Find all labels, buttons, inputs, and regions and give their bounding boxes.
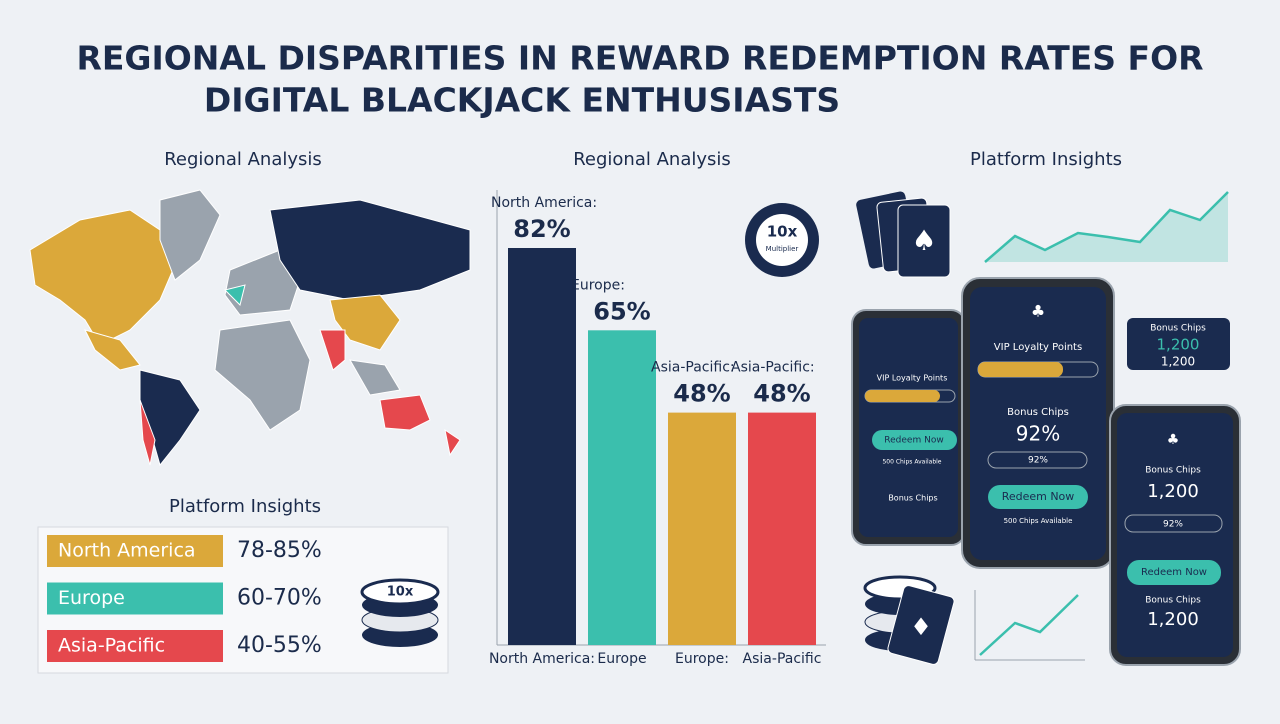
bar [588,330,656,645]
bar [508,248,576,645]
phone: ♣ Bonus Chips 1,200 92% Redeem Now Bonus… [1109,404,1241,666]
title-line: REGIONAL DISPARITIES IN REWARD REDEMPTIO… [76,39,1203,78]
phone-text: Bonus Chips [1145,596,1201,606]
value-label: 48% [753,380,810,408]
legend-pill [47,582,223,615]
chart-title: Regional Analysis [573,149,731,170]
legend-range: 40-55% [237,633,322,658]
x-tick-label: Europe: [675,651,729,667]
bar [748,412,816,645]
phone-button: Redeem Now [884,436,943,446]
bar-label: Asia-Pacific: [651,360,735,376]
svg-text:♦: ♦ [910,613,932,641]
card-label: Bonus Chips [1150,324,1206,334]
world-map [29,189,471,467]
phone-value: 1,200 [1147,481,1199,502]
legend-heading: Platform Insights [169,496,321,517]
chip: 10x Multiplier [745,203,819,277]
svg-text:♠: ♠ [911,224,936,257]
legend: North America 78-85% Europe 60-70% Asia-Paci… [47,535,322,662]
phone-text: 500 Chips Available [882,459,941,466]
phone-value: 92% [1016,422,1060,446]
map-heading: Regional Analysis [164,149,322,170]
phone-text: VIP Loyalty Points [994,342,1082,353]
phone-button: Redeem Now [1002,490,1075,503]
svg-text:♣: ♣ [1031,302,1045,321]
phone-text: VIP Loyalty Points [877,374,948,383]
bars: North America: 82% North America: Europe: 65… [489,195,821,667]
svg-text:♣: ♣ [1167,432,1180,448]
x-tick-label: North America: [489,651,595,667]
x-tick-label: Asia-Pacific [743,651,822,667]
phone-text: Bonus Chips [1007,407,1069,418]
phone-text: 92% [1163,520,1183,530]
chip-and-card: ♦ [863,575,955,665]
phone-button: Redeem Now [1141,567,1207,578]
phone-text: 92% [1028,456,1048,466]
right-heading: Platform Insights [970,149,1122,170]
phone: ♣ VIP Loyalty Points Bonus Chips 92% 92%… [961,277,1115,569]
x-tick-label: Europe [597,651,646,667]
title-line: DIGITAL BLACKJACK ENTHUSIASTS [204,81,840,120]
legend-range: 60-70% [237,586,322,611]
value-label: 65% [593,297,650,325]
bar-label: North America: [491,195,597,211]
legend-pill [47,535,223,567]
trend-chart [984,191,1229,263]
card-value: 1,200 [1157,336,1200,354]
legend-label: Asia-Pacific [58,635,165,657]
bonus-card [1127,318,1230,370]
legend-label: Europe [58,587,125,609]
card-sub: 1,200 [1161,355,1195,369]
bar-label: Europe: [571,277,625,293]
bar [668,412,736,645]
phone-text: 500 Chips Available [1004,517,1073,525]
chip-stack: 10x [360,578,440,647]
phone-value: 1,200 [1147,609,1199,630]
growth-chart [974,590,1085,661]
chip-label: 10x [387,585,414,600]
legend-label: North America [58,540,196,562]
value-label: 82% [513,215,570,243]
cards-icon: ♠ [856,191,951,278]
chip-label: 10x [767,223,798,241]
chip-label: Multiplier [766,245,799,253]
phone-text: Bonus Chips [1145,466,1201,476]
phone: VIP Loyalty Points Redeem Now 500 Chips … [851,309,966,546]
bar-label: Asia-Pacific: [731,360,815,376]
phone-text: Bonus Chips [888,494,937,503]
legend-pill [47,630,223,662]
value-label: 48% [673,380,730,408]
legend-range: 78-85% [237,538,322,563]
